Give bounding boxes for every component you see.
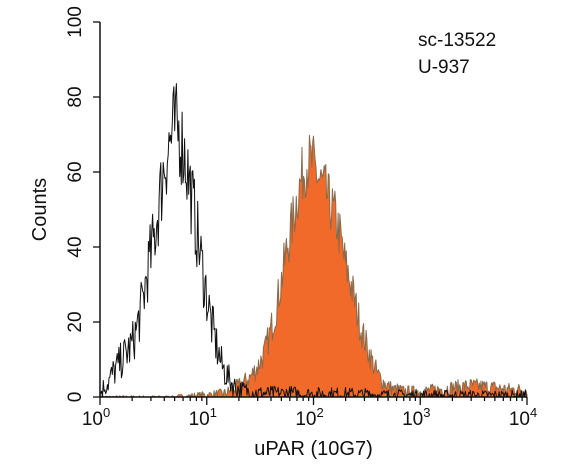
x-tick-label-0: 100 (82, 405, 110, 430)
x-tick-label-4: 104 (509, 405, 537, 430)
x-tick-label-1: 101 (189, 405, 217, 430)
x-axis-label: uPAR (10G7) (254, 438, 373, 460)
y-tick-label-100: 100 (65, 6, 86, 38)
y-axis-label: Counts (29, 178, 51, 241)
annotation-cell-line: U-937 (418, 57, 470, 78)
y-tick-label-80: 80 (65, 86, 86, 107)
annotation-sample-id: sc-13522 (418, 30, 496, 51)
x-tick-label-3: 103 (402, 405, 430, 430)
y-tick-label-60: 60 (65, 161, 86, 182)
ticks-layer: 0 20 40 60 80 100 100 101 102 103 104 (65, 6, 537, 430)
y-tick-label-40: 40 (65, 236, 86, 257)
y-tick-label-0: 0 (65, 392, 86, 403)
x-tick-label-2: 102 (295, 405, 323, 430)
series-layer (99, 83, 528, 398)
y-tick-label-20: 20 (65, 311, 86, 332)
